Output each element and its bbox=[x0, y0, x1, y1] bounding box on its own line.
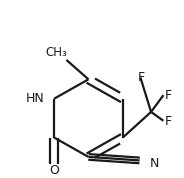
Text: F: F bbox=[164, 115, 171, 128]
Text: F: F bbox=[138, 70, 145, 83]
Text: HN: HN bbox=[25, 92, 44, 105]
Text: CH₃: CH₃ bbox=[46, 46, 68, 59]
Text: F: F bbox=[164, 89, 171, 102]
Text: O: O bbox=[49, 164, 59, 177]
Text: N: N bbox=[150, 157, 160, 170]
